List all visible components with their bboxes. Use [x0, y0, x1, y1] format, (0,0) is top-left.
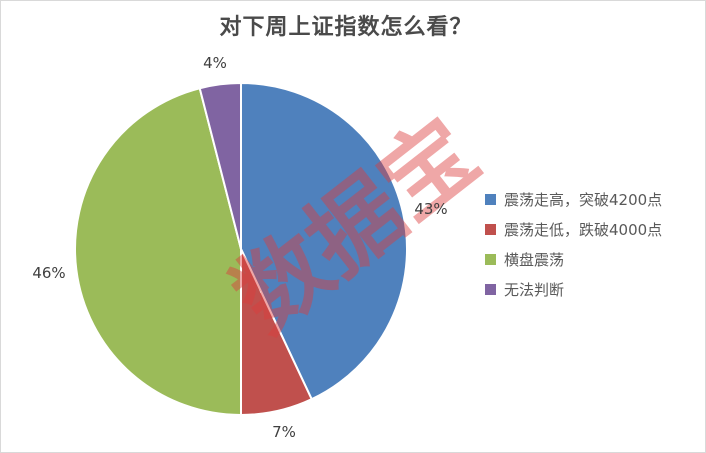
pie-chart	[74, 82, 408, 416]
pie-slice	[74, 87, 242, 416]
legend-label: 无法判断	[504, 280, 565, 299]
legend-label: 横盘震荡	[504, 250, 565, 269]
legend-label: 震荡走低，跌破4000点	[504, 220, 663, 239]
legend-item-down: 震荡走低，跌破4000点	[485, 220, 663, 239]
pie-slices	[74, 82, 408, 416]
legend-swatch-blue	[485, 193, 496, 205]
legend-item-unknown: 无法判断	[485, 280, 662, 299]
data-label-slice-purple: 4%	[203, 54, 227, 72]
legend-label: 震荡走高，突破4200点	[504, 190, 663, 209]
pie-slice	[240, 82, 408, 401]
chart-title: 对下周上证指数怎么看？	[219, 14, 473, 40]
legend-swatch-green	[485, 253, 496, 265]
legend-swatch-red	[485, 223, 496, 235]
data-label-slice-green: 46%	[32, 264, 66, 282]
legend-swatch-purple	[485, 283, 496, 295]
data-label-slice-blue: 43%	[414, 200, 448, 218]
legend-item-sideways: 横盘震荡	[485, 250, 662, 269]
legend-item-up: 震荡走高，突破4200点	[485, 190, 663, 209]
data-label-slice-red: 7%	[272, 423, 296, 441]
chart-legend: 震荡走高，突破4200点 震荡走低，跌破4000点 横盘震荡 无法判断	[485, 190, 662, 310]
pie-slice	[198, 82, 242, 250]
